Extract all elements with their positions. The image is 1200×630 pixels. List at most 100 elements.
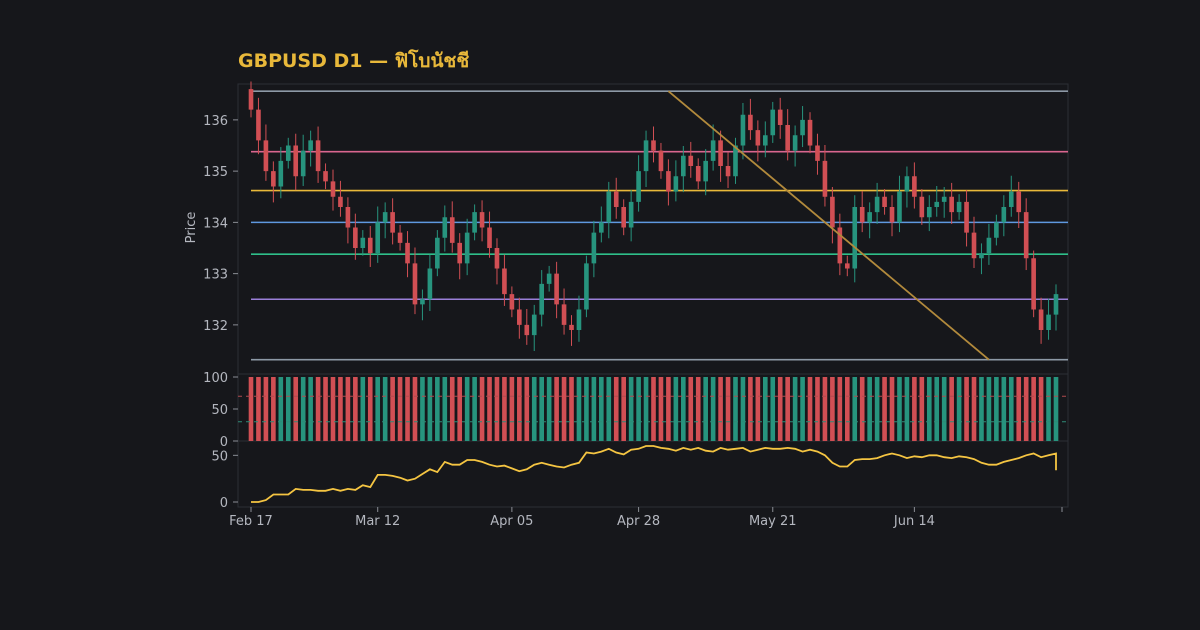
candle xyxy=(256,97,261,155)
oscillator-bar xyxy=(293,377,299,441)
candle-body xyxy=(561,304,567,325)
candle-body xyxy=(815,145,820,161)
candle-body xyxy=(837,227,843,264)
osc-tick-label: 100 xyxy=(203,371,228,386)
oscillator-bar xyxy=(412,377,418,441)
oscillator-bar xyxy=(874,377,880,441)
candle-body xyxy=(576,309,582,330)
oscillator-bar xyxy=(949,377,954,441)
oscillator-bar xyxy=(576,377,582,441)
candle xyxy=(733,137,738,184)
oscillator-bar xyxy=(755,377,761,441)
oscillator-bar xyxy=(420,377,425,441)
osc-tick-label: 0 xyxy=(220,435,228,450)
candle-body xyxy=(442,217,448,238)
candle xyxy=(382,202,388,239)
candle xyxy=(1038,297,1044,344)
candle xyxy=(1001,195,1007,237)
oscillator-bar xyxy=(1008,377,1014,441)
candle-body xyxy=(367,237,373,254)
candle xyxy=(569,315,574,346)
candle-body xyxy=(800,119,805,136)
candle-body xyxy=(777,109,783,125)
candle xyxy=(882,189,887,215)
candle-body xyxy=(792,135,798,151)
x-tick-label: Jun 14 xyxy=(893,514,935,529)
candle xyxy=(531,304,537,352)
candle xyxy=(591,220,597,278)
x-tick-label: Feb 17 xyxy=(229,514,273,529)
candle xyxy=(457,233,463,280)
oscillator-bar xyxy=(852,377,858,441)
candle-body xyxy=(889,207,895,223)
candle xyxy=(688,141,694,178)
oscillator-bar xyxy=(323,377,328,441)
candle-body xyxy=(584,263,589,310)
oscillator-bar xyxy=(666,377,671,441)
oscillator-bar xyxy=(390,377,395,441)
oscillator-bar xyxy=(926,377,932,441)
oscillator-bar xyxy=(807,377,813,441)
candle-body xyxy=(621,207,626,228)
oscillator-bar xyxy=(777,377,783,441)
candle-body xyxy=(762,135,768,146)
oscillator-bar xyxy=(442,377,448,441)
candle-body xyxy=(509,294,515,310)
candle-body xyxy=(748,114,753,131)
y-axis-label: Price xyxy=(184,212,199,244)
candle-body xyxy=(755,130,761,146)
candle-body xyxy=(613,191,619,207)
candle xyxy=(822,144,828,207)
candle xyxy=(464,218,470,276)
x-tick-label: Mar 12 xyxy=(355,514,400,529)
candle xyxy=(599,206,604,243)
candle xyxy=(762,121,768,158)
oscillator-bar xyxy=(353,377,358,441)
candle-body xyxy=(263,140,269,172)
candle xyxy=(949,182,954,224)
candle-body xyxy=(636,171,641,202)
oscillator-bar xyxy=(449,377,455,441)
candle xyxy=(889,195,895,237)
candle-body xyxy=(1001,207,1007,223)
oscillator-bar xyxy=(971,377,977,441)
candle xyxy=(315,126,321,183)
candle-body xyxy=(725,166,731,177)
oscillator-bar xyxy=(882,377,887,441)
candle-body xyxy=(1016,191,1022,213)
candle xyxy=(658,142,664,179)
candle xyxy=(770,101,776,143)
candle-body xyxy=(673,176,679,192)
candle xyxy=(710,124,716,171)
candle-body xyxy=(323,171,328,182)
oscillator-bar xyxy=(271,377,276,441)
candle-body xyxy=(710,140,716,161)
candle xyxy=(919,189,925,225)
candle-body xyxy=(926,207,932,218)
oscillator-bar xyxy=(658,377,664,441)
candle xyxy=(300,134,306,186)
oscillator-bar xyxy=(621,377,626,441)
candle-body xyxy=(479,212,485,228)
oscillator-bar xyxy=(613,377,619,441)
candle xyxy=(494,238,500,285)
candle-body xyxy=(807,119,813,146)
candle xyxy=(390,198,395,245)
oscillator-bar xyxy=(330,377,336,441)
candle xyxy=(785,109,790,161)
candle-body xyxy=(971,232,977,259)
x-tick-label: Apr 05 xyxy=(490,514,533,529)
oscillator-bar xyxy=(688,377,694,441)
oscillator-bar xyxy=(889,377,895,441)
oscillator-bar xyxy=(554,377,559,441)
candle-body xyxy=(1046,314,1051,330)
candle xyxy=(636,155,641,212)
candle-body xyxy=(643,140,649,172)
candle-body xyxy=(956,201,962,213)
oscillator-bar xyxy=(1023,377,1029,441)
candle-body xyxy=(666,171,671,192)
candle-body xyxy=(859,207,865,223)
oscillator-bar xyxy=(822,377,828,441)
candle xyxy=(278,147,284,199)
